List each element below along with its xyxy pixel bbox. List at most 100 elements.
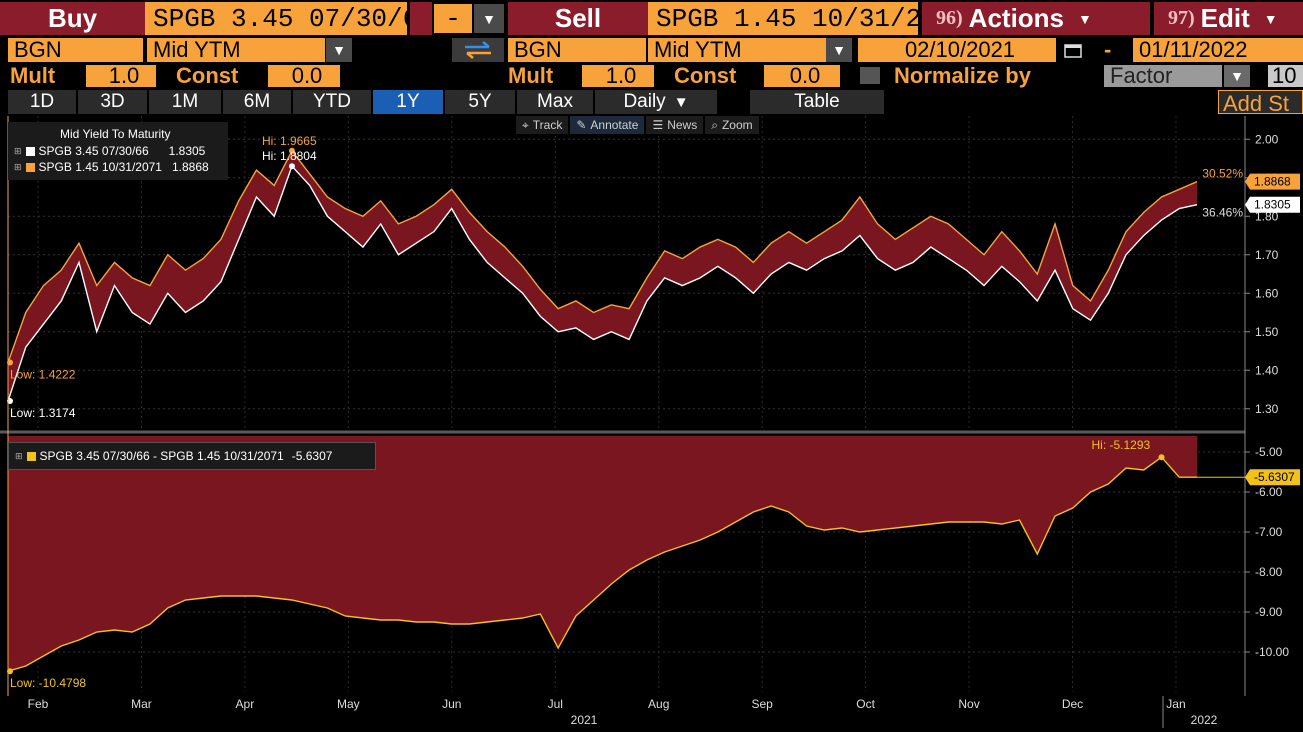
chevron-down-icon: ▼ xyxy=(1263,10,1278,27)
hi-marker-orange xyxy=(288,147,295,154)
y-tick-label: -9.00 xyxy=(1255,605,1283,619)
tab-1d[interactable]: 1D xyxy=(8,90,76,114)
y-tick-label: -5.00 xyxy=(1255,445,1283,459)
legend-item-orange[interactable]: ⊞ SPGB 1.45 10/31/2071 1.8868 xyxy=(14,160,209,174)
expand-icon: ⊞ xyxy=(14,161,22,172)
year-label: 2022 xyxy=(1191,713,1218,727)
const-right-label: Const xyxy=(674,63,737,88)
tab-1m[interactable]: 1M xyxy=(149,90,221,114)
buy-security-field[interactable]: SPGB 3.45 07/30/66 xyxy=(145,2,407,35)
y-tick-label: 1.50 xyxy=(1255,325,1279,339)
start-date-field[interactable]: 02/10/2021 xyxy=(858,38,1056,62)
tab-1y[interactable]: 1Y xyxy=(373,90,443,114)
actions-menu[interactable]: 96) Actions ▼ xyxy=(922,2,1150,35)
x-tick-label: Jun xyxy=(442,697,461,711)
operator-field[interactable]: - xyxy=(434,4,472,33)
y-tick-label: 1.40 xyxy=(1255,363,1279,377)
annotate-label: Annotate xyxy=(590,118,639,132)
add-study-button[interactable]: Add St xyxy=(1218,90,1303,114)
y-tick-label: -7.00 xyxy=(1255,525,1283,539)
factor-input[interactable]: 10 xyxy=(1268,65,1303,87)
end-date-field[interactable]: 01/11/2022 xyxy=(1133,38,1303,62)
last-tag-spread-text: -5.6307 xyxy=(1254,470,1295,484)
legend-swatch-yellow xyxy=(26,451,36,461)
legend-series-name: SPGB 3.45 07/30/66 xyxy=(38,144,149,158)
mult-right-input[interactable]: 1.0 xyxy=(582,65,654,87)
x-tick-label: Jan xyxy=(1166,697,1185,711)
last-tag-white-text: 1.8305 xyxy=(1254,198,1291,212)
normalize-select[interactable]: Factor xyxy=(1104,63,1222,88)
chevron-down-icon: ▼ xyxy=(673,93,689,111)
hi-label-spread: Hi: -5.1293 xyxy=(1092,438,1151,452)
series-line-white xyxy=(7,164,1198,402)
legend-swatch-white xyxy=(25,146,35,156)
tab-ytd[interactable]: YTD xyxy=(293,90,371,114)
buy-label: Buy xyxy=(0,2,145,35)
annotate-tool[interactable]: ✎ Annotate xyxy=(570,116,645,134)
x-tick-label: Feb xyxy=(28,697,49,711)
news-tool[interactable]: ☰ News xyxy=(646,116,704,134)
field-right-dropdown-icon[interactable]: ▼ xyxy=(826,38,852,62)
hi-marker-white xyxy=(288,163,295,170)
chevron-down-icon: ▼ xyxy=(1078,10,1092,27)
low-label-orange: Low: 1.4222 xyxy=(10,368,76,382)
edit-number: 97) xyxy=(1168,7,1195,29)
lower-legend[interactable]: ⊞ SPGB 3.45 07/30/66 - SPGB 1.45 10/31/2… xyxy=(8,442,376,470)
legend-swatch-orange xyxy=(25,162,35,172)
tab-5y[interactable]: 5Y xyxy=(445,90,515,114)
gridlines xyxy=(8,116,1245,692)
pencil-icon: ✎ xyxy=(576,118,587,132)
swap-icon[interactable] xyxy=(452,38,504,62)
x-tick-label: Oct xyxy=(856,697,875,711)
actions-label: Actions xyxy=(968,3,1065,33)
mult-left-input[interactable]: 1.0 xyxy=(86,65,156,87)
sell-label: Sell xyxy=(508,2,648,35)
normalize-dropdown-icon[interactable]: ▼ xyxy=(1224,65,1250,87)
tab-max[interactable]: Max xyxy=(517,90,593,114)
normalize-checkbox[interactable] xyxy=(860,67,880,84)
x-tick-label: Apr xyxy=(236,697,255,711)
operator-dropdown-icon[interactable]: ▼ xyxy=(474,4,504,33)
legend-item-white[interactable]: ⊞ SPGB 3.45 07/30/66 1.8305 xyxy=(14,144,205,158)
period-dropdown[interactable]: Daily ▼ xyxy=(595,90,717,114)
const-left-input[interactable]: 0.0 xyxy=(268,65,340,87)
table-button[interactable]: Table xyxy=(750,90,884,114)
field-left-dropdown-icon[interactable]: ▼ xyxy=(326,38,352,62)
const-left-label: Const xyxy=(176,63,239,88)
y-tick-label: 1.30 xyxy=(1255,402,1279,416)
edit-label: Edit xyxy=(1200,3,1250,33)
period-tabs: 1D 3D 1M 6M YTD 1Y 5Y Max Daily ▼ xyxy=(8,90,717,114)
series-line-orange xyxy=(7,149,1198,363)
zoom-label: Zoom xyxy=(721,118,753,132)
sell-security-field[interactable]: SPGB 1.45 10/31/2071 xyxy=(648,2,918,35)
y-tick-label: 1.60 xyxy=(1255,286,1279,300)
last-tag-white xyxy=(1245,196,1300,213)
tab-3d[interactable]: 3D xyxy=(78,90,147,114)
edit-menu[interactable]: 97) Edit ▼ xyxy=(1154,2,1303,35)
spread-fill xyxy=(8,150,1197,402)
tab-6m[interactable]: 6M xyxy=(223,90,291,114)
magnifier-icon: ⌕ xyxy=(711,117,718,132)
actions-number: 96) xyxy=(936,7,963,29)
legend-series-name: SPGB 1.45 10/31/2071 xyxy=(38,160,162,174)
legend-series-name: SPGB 3.45 07/30/66 - SPGB 1.45 10/31/207… xyxy=(39,449,284,463)
source-left-field[interactable]: BGN xyxy=(8,38,143,62)
last-tag-orange-text: 1.8868 xyxy=(1254,175,1291,189)
track-label: Track xyxy=(532,118,563,132)
last-tag-orange xyxy=(1245,173,1300,190)
y-tick-label: -6.00 xyxy=(1255,485,1283,499)
calendar-icon[interactable] xyxy=(1060,38,1086,62)
zoom-tool[interactable]: ⌕ Zoom xyxy=(705,116,759,134)
low-label-white: Low: 1.3174 xyxy=(10,406,76,420)
y-tick-label: 1.80 xyxy=(1255,209,1279,223)
track-tool[interactable]: ⌖ Track xyxy=(516,116,569,134)
news-label: News xyxy=(667,118,698,132)
const-right-input[interactable]: 0.0 xyxy=(764,65,840,87)
x-tick-label: Dec xyxy=(1062,697,1083,711)
field-right-select[interactable]: Mid YTM xyxy=(648,38,826,62)
source-right-field[interactable]: BGN xyxy=(508,38,646,62)
normalize-label: Normalize by xyxy=(894,63,1031,88)
field-left-select[interactable]: Mid YTM xyxy=(147,38,325,62)
y-tick-label: -8.00 xyxy=(1255,565,1283,579)
period-label: Daily xyxy=(623,91,666,112)
